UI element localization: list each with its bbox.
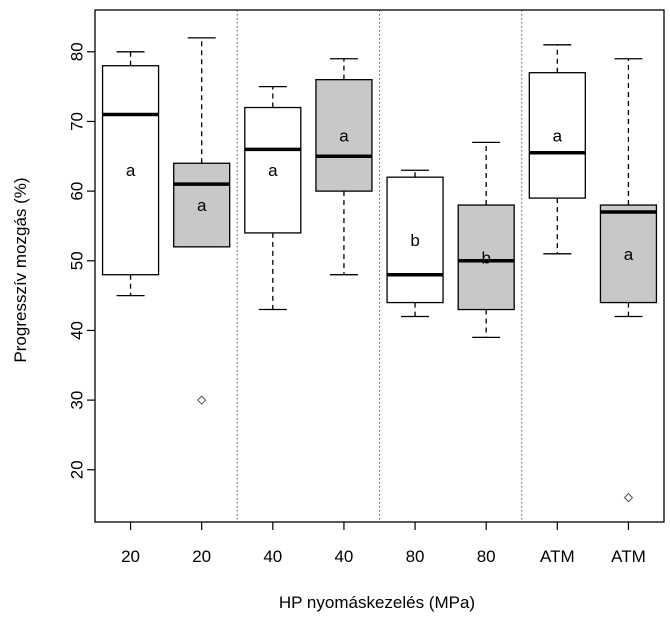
y-tick-label-50: 50 — [68, 251, 87, 270]
box-1 — [101, 65, 160, 276]
y-tick-label-20: 20 — [68, 460, 87, 479]
significance-letter-6: b — [481, 248, 490, 267]
y-tick-label-60: 60 — [68, 182, 87, 201]
x-tick-label-1: 20 — [121, 547, 140, 566]
x-tick-label-3: 40 — [263, 547, 282, 566]
y-tick-label-70: 70 — [68, 112, 87, 131]
x-axis-label: HP nyomáskezelés (MPa) — [279, 593, 475, 612]
x-tick-label-2: 20 — [192, 547, 211, 566]
significance-letter-8: a — [624, 245, 634, 264]
significance-letter-4: a — [339, 126, 349, 145]
plot-area: 20 30 40 50 60 70 80 a 20 a 20 a 40 a 40 b 80 b 80 a ATM a ATM — [68, 9, 665, 566]
outlier-2-1 — [196, 395, 207, 405]
y-tick-label-80: 80 — [68, 42, 87, 61]
box-5 — [386, 176, 444, 304]
x-tick-label-5: 80 — [406, 547, 425, 566]
box-3 — [244, 106, 302, 234]
x-tick-label-7: ATM — [540, 547, 575, 566]
x-tick-label-6: 80 — [477, 547, 496, 566]
box-2 — [173, 162, 231, 248]
significance-letter-2: a — [197, 196, 207, 215]
significance-letter-5: b — [410, 231, 419, 250]
y-tick-label-30: 30 — [68, 391, 87, 410]
box-7 — [528, 72, 586, 199]
y-tick-label-40: 40 — [68, 321, 87, 340]
box-4 — [315, 79, 373, 192]
plot-frame — [94, 9, 665, 523]
box-8 — [599, 204, 658, 304]
y-axis-label: Progresszív mozgás (%) — [11, 177, 30, 362]
x-tick-label-4: 40 — [334, 547, 353, 566]
x-tick-label-8: ATM — [611, 547, 646, 566]
significance-letter-7: a — [553, 126, 563, 145]
outlier-8-1 — [623, 492, 634, 503]
significance-letter-1: a — [126, 161, 136, 180]
significance-letter-3: a — [268, 161, 278, 180]
box-6 — [457, 204, 515, 311]
